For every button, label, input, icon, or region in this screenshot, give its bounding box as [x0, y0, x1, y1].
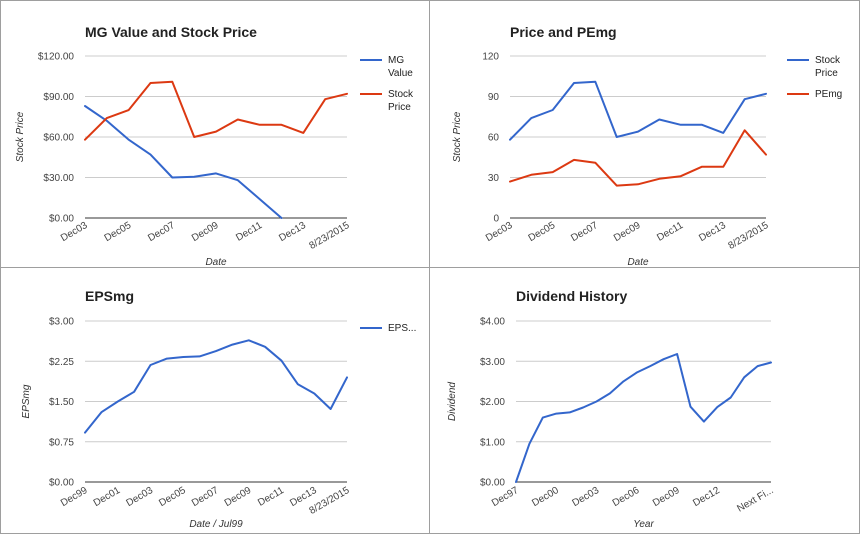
x-tick-label: 8/23/2015: [307, 220, 351, 252]
y-tick-label: 120: [482, 52, 499, 63]
legend-label: Stock: [815, 55, 841, 66]
y-tick-label: $1.50: [49, 397, 74, 408]
chart-title: EPSmg: [85, 288, 134, 304]
legend-label: Price: [815, 68, 838, 79]
x-tick-label: Dec05: [527, 220, 558, 244]
x-tick-label: Dec11: [256, 485, 286, 509]
chart-panel-epsmg: EPSmg $0.00 $0.75 $1.50 $2.25 $3.00 Dec99 Dec01…: [0, 267, 430, 534]
x-tick-label: Dec09: [612, 220, 643, 244]
x-tick-label: Dec07: [146, 220, 177, 244]
x-tick-label: Dec13: [697, 220, 728, 244]
y-tick-label: $4.00: [480, 317, 505, 328]
legend-label: Stock: [388, 89, 414, 100]
x-tick-label: Dec12: [691, 485, 722, 509]
chart-price-pemg: Price and PEmg 0 30 60 90 120 Dec03 Dec05 Dec07 D…: [452, 24, 842, 267]
x-axis-title: Year: [633, 519, 654, 530]
legend-label: Value: [388, 68, 413, 79]
x-tick-label: Dec09: [223, 485, 254, 509]
y-tick-label: $0.75: [49, 437, 74, 448]
x-tick-label: Dec07: [190, 485, 221, 509]
y-tick-label: 60: [488, 133, 500, 144]
chart-title: Price and PEmg: [510, 24, 617, 40]
x-axis-title: Date: [627, 257, 649, 267]
y-tick-label: $2.25: [49, 357, 74, 368]
y-tick-label: 0: [493, 214, 499, 225]
y-tick-label: $30.00: [43, 173, 74, 184]
series-line-eps: [84, 339, 348, 434]
chart-panel-mg-value-stock-price: MG Value and Stock Price $0.00 $30.00 $60.0…: [0, 0, 430, 268]
y-axis-title: Dividend: [447, 382, 458, 421]
y-axis-title: Stock Price: [452, 111, 463, 162]
x-tick-label: Dec07: [569, 220, 600, 244]
series-line-mg-value: [84, 105, 283, 219]
chart-panel-dividend-history: Dividend History $0.00 $1.00 $2.00 $3.00 $4.0…: [429, 267, 860, 534]
legend-label: PEmg: [815, 89, 842, 100]
legend-label: EPS...: [388, 323, 416, 334]
y-tick-label: $1.00: [480, 437, 505, 448]
series-line-dividend: [515, 353, 772, 483]
series-line-stock-price: [84, 80, 348, 141]
x-tick-label: Dec11: [234, 220, 264, 244]
y-tick-label: 30: [488, 173, 500, 184]
y-tick-label: $60.00: [43, 133, 74, 144]
x-tick-label: Dec09: [190, 220, 221, 244]
y-tick-label: 90: [488, 92, 500, 103]
y-tick-label: $0.00: [480, 478, 505, 489]
chart-title: MG Value and Stock Price: [85, 24, 257, 40]
series-line-stock-price: [509, 80, 767, 141]
y-axis-title: Stock Price: [15, 111, 26, 162]
y-tick-label: $3.00: [49, 317, 74, 328]
y-tick-label: $90.00: [43, 92, 74, 103]
x-axis-title: Date: [205, 257, 227, 267]
y-tick-label: $0.00: [49, 214, 74, 225]
x-tick-label: Dec03: [570, 485, 601, 509]
x-axis-title: Date / Jul99: [189, 519, 243, 530]
x-tick-label: Dec05: [157, 485, 188, 509]
x-tick-label: 8/23/2015: [726, 220, 770, 252]
x-tick-label: Dec03: [124, 485, 155, 509]
y-tick-label: $2.00: [480, 397, 505, 408]
x-tick-label: Dec06: [611, 485, 642, 509]
x-tick-label: Dec11: [655, 220, 685, 244]
chart-title: Dividend History: [516, 288, 627, 304]
chart-dividend-history: Dividend History $0.00 $1.00 $2.00 $3.00 $4.0…: [447, 288, 776, 530]
x-tick-label: Dec03: [484, 220, 515, 244]
y-tick-label: $120.00: [38, 52, 75, 63]
chart-panel-price-pemg: Price and PEmg 0 30 60 90 120 Dec03 Dec05 Dec07 D…: [429, 0, 860, 268]
series-line-pemg: [509, 129, 767, 187]
x-tick-label: Dec05: [103, 220, 134, 244]
x-tick-label: Dec00: [530, 485, 561, 509]
y-tick-label: $3.00: [480, 357, 505, 368]
legend-label: MG: [388, 55, 404, 66]
x-tick-label: Dec01: [92, 485, 123, 509]
y-axis-title: EPSmg: [21, 384, 32, 418]
x-tick-label: Dec09: [651, 485, 682, 509]
y-tick-label: $0.00: [49, 478, 74, 489]
x-tick-label: Next Fi...: [735, 485, 775, 515]
x-tick-label: Dec13: [277, 220, 308, 244]
legend-label: Price: [388, 102, 411, 113]
chart-mg-value-stock-price: MG Value and Stock Price $0.00 $30.00 $60.0…: [15, 24, 414, 267]
